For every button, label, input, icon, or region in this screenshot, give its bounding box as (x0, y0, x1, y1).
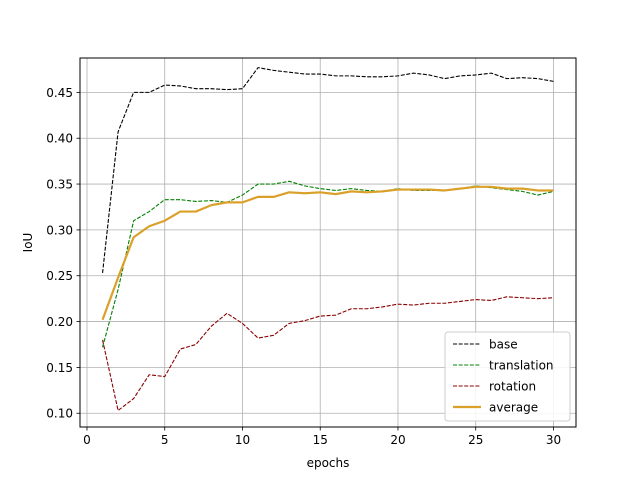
legend-label-rotation: rotation (489, 380, 536, 394)
y-tick-label: 0.45 (46, 86, 73, 100)
axis-ticks: 0 5 10 15 20 25 30 0.10 0.15 0.20 0.25 0.30 0.35 0.40… (46, 86, 561, 447)
y-tick-label: 0.15 (46, 361, 73, 375)
y-tick-label: 0.25 (46, 269, 73, 283)
x-tick-label: 0 (83, 433, 91, 447)
y-tick-label: 0.40 (46, 132, 73, 146)
series-line-rotation (102, 296, 554, 412)
x-tick-label: 20 (390, 433, 405, 447)
legend-label-translation: translation (489, 359, 554, 373)
x-tick-label: 15 (313, 433, 328, 447)
legend-label-average: average (489, 401, 538, 415)
grid (80, 58, 576, 427)
x-tick-label: 25 (468, 433, 483, 447)
legend-label-base: base (489, 338, 518, 352)
x-tick-label: 5 (161, 433, 169, 447)
series-line-translation (102, 180, 554, 348)
x-tick-label: 30 (546, 433, 561, 447)
y-axis-label: IoU (21, 233, 35, 253)
x-axis-label: epochs (307, 456, 350, 470)
plot-frame (79, 57, 577, 428)
x-tick-label: 10 (235, 433, 250, 447)
y-tick-label: 0.20 (46, 315, 73, 329)
legend-box (444, 331, 571, 422)
series-line-average (101, 185, 554, 321)
series-lines (101, 67, 554, 412)
legend: base translation rotation average (444, 331, 571, 422)
y-tick-label: 0.35 (46, 178, 73, 192)
y-tick-label: 0.10 (46, 407, 73, 421)
series-line-base (102, 67, 554, 274)
y-tick-label: 0.30 (46, 223, 73, 237)
